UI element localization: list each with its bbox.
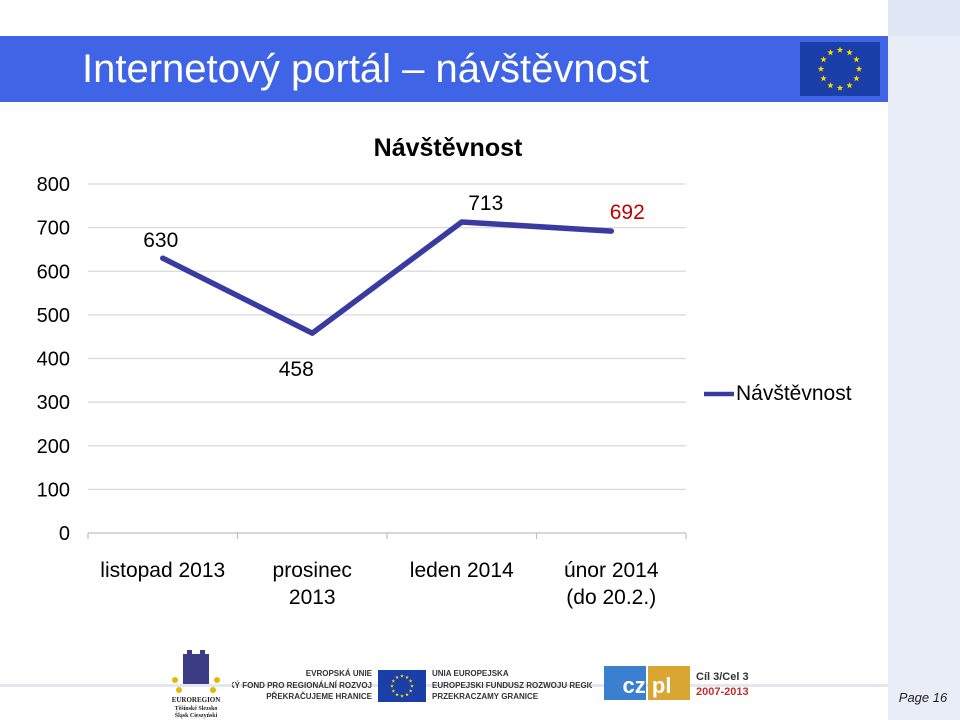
data-point [160,255,166,261]
y-tick-label: 600 [37,261,70,283]
page-number: Page 16 [898,690,948,705]
series-line-Návštěvnost [160,219,615,336]
right-side-strip [888,0,960,720]
slide-title: Internetový portál – návštěvnost [82,47,649,91]
series-layer [160,219,615,336]
eu-star-icon [817,65,825,72]
eu-star-icon [410,684,414,688]
cz-pl-program-logo: cz pl Cíl 3/Cel 3 2007-2013 [604,666,749,700]
efrr-logo: EVROPSKÁ UNIE EVROPSKÝ FOND PRO REGIONÁL… [232,669,592,702]
euroregion-line-1: EUROREGION [172,696,221,704]
x-tick-label: listopad 2013 [100,559,225,582]
euroregion-line-2: Těšínské Slezsko [175,706,218,712]
gridlines [87,183,687,539]
data-label: 630 [143,229,178,252]
euroregion-line-3: Śląsk Cieszyński [175,711,218,719]
y-tick-label: 200 [37,436,70,458]
data-point [309,330,315,336]
eu-star-icon [390,684,394,688]
footer-divider [0,684,888,687]
y-tick-label: 700 [37,218,70,240]
y-tick-label: 100 [37,479,70,501]
eu-star-icon [836,46,844,53]
y-axis-ticks: 0 100 200 300 400 500 600 700 800 [37,174,70,545]
visits-line-chart: Návštěvnost 0 100 200 300 400 500 600 700 800 li… [37,134,734,609]
eu-star-icon [846,82,853,89]
title-bar [0,36,888,102]
y-tick-label: 0 [59,523,70,545]
efrr-cz-line-3: PŘEKRAČUJEME HRANICE [266,692,372,701]
data-label: 713 [468,192,503,215]
cil3-years: 2007-2013 [696,686,749,698]
y-tick-label: 300 [37,392,70,414]
data-labels: 630 458 713 692 [143,192,645,381]
efrr-pl-line-1: UNIA EUROPEJSKA [432,669,509,678]
legend-label: Návštěvnost [736,382,852,405]
eu-star-icon [391,689,396,693]
y-tick-label: 500 [37,305,70,327]
eu-star-icon [855,65,863,72]
y-tick-label: 800 [37,174,70,196]
eu-star-icon [846,49,853,56]
x-tick-label: leden 2014 [410,559,514,582]
right-side-strip-top [888,0,960,36]
y-tick-label: 400 [37,349,70,371]
x-tick-label: únor 2014 [564,559,659,582]
czpl-text: cz pl [623,673,672,698]
eu-flag-icon [800,42,880,96]
eu-star-icon [400,674,404,678]
data-point [608,228,614,234]
eu-star-icon [405,692,409,697]
efrr-cz-line-1: EVROPSKÁ UNIE [306,669,373,678]
efrr-cz-line-2: EVROPSKÝ FOND PRO REGIONÁLNÍ ROZVOJ [232,681,372,690]
x-tick-label: prosinec [273,559,352,582]
x-tick-label: 2013 [289,586,336,609]
data-point [459,219,465,225]
eu-star-icon [853,75,860,82]
eu-star-icon [391,679,396,683]
data-label: 458 [279,358,314,381]
eu-star-icon [827,49,834,56]
x-tick-label: (do 20.2.) [566,586,656,609]
efrr-pl-line-2: EUROPEJSKI FUNDUSZ ROZWOJU REGIONALNEGO [432,681,592,690]
eu-star-icon [836,84,844,91]
eu-star-icon [395,692,399,697]
eu-star-icon [395,675,399,679]
eu-star-icon [400,694,404,698]
eu-star-icon [405,675,409,679]
eu-star-icon [820,75,827,82]
data-label: 692 [610,201,645,224]
eu-star-icon [853,56,860,63]
chart-title: Návštěvnost [374,134,523,162]
cil3-text: Cíl 3/Cel 3 [696,671,749,683]
eu-star-icon [408,689,413,693]
efrr-pl-line-3: PRZEKRACZAMY GRANICE [432,692,539,701]
eu-star-icon [408,679,413,683]
eu-star-icon [827,82,834,89]
euroregion-logo: EUROREGION Těšínské Slezsko Śląsk Cieszy… [172,650,221,719]
eu-star-icon [820,56,827,63]
x-axis-ticks: listopad 2013 prosinec 2013 leden 2014 únor … [100,559,659,609]
